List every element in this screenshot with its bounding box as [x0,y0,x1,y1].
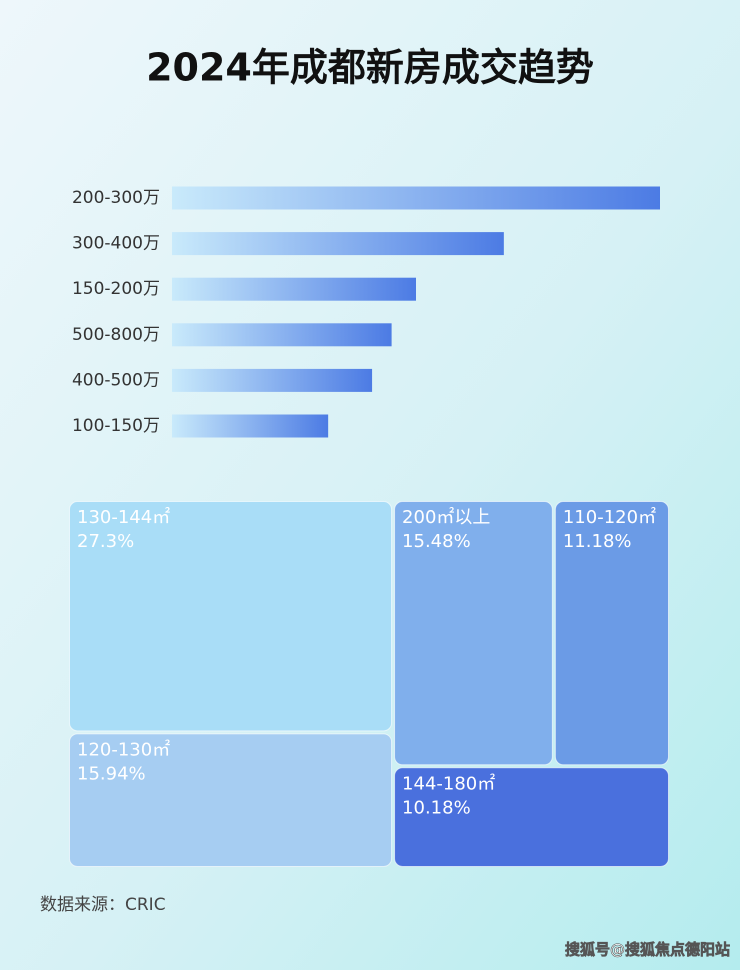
bar [172,277,416,301]
tile-value-label: 11.18% [563,531,632,552]
category-label: 500-800万 [72,325,160,345]
watermark: 搜狐号@搜狐焦点德阳站 [565,941,730,959]
tile-label: 130-144㎡ [77,506,170,528]
treemap-tile [69,501,393,732]
tile-value-label: 15.94% [77,763,146,784]
category-label: 300-400万 [72,234,160,254]
chart-title: 2024年成都新房成交趋势 [146,46,594,90]
treemap-tile [554,501,670,766]
tile-value-label: 15.48% [402,531,471,552]
tile-value-label: 27.3% [77,531,134,552]
category-label: 400-500万 [72,370,160,390]
tile-label: 200㎡以上 [402,506,490,528]
tile-label: 144-180㎡ [402,772,495,794]
treemap-tile [394,767,669,868]
treemap-tile [394,501,553,766]
bar [172,186,660,210]
bar [172,323,392,347]
bar [172,368,373,392]
tile-value-label: 10.18% [402,797,471,818]
bar [172,414,329,438]
category-label: 100-150万 [72,416,160,436]
bar [172,232,504,256]
tile-label: 110-120㎡ [563,506,656,528]
tile-label: 120-130㎡ [77,738,170,760]
category-label: 150-200万 [72,279,160,299]
source-note: 数据来源：CRIC [40,895,166,915]
category-label: 200-300万 [72,188,160,208]
treemap-tile [69,733,393,868]
